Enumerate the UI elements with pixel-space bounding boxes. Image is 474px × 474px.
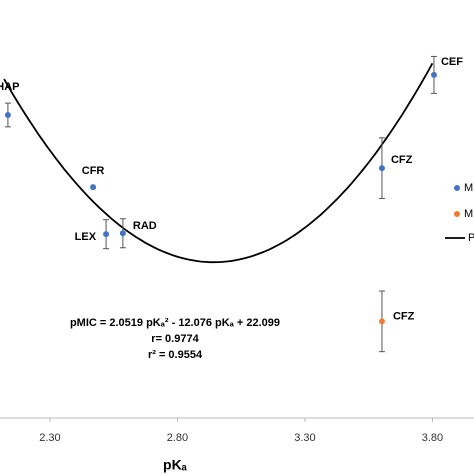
legend-label: P [468,232,474,244]
legend-label: M [464,182,473,194]
point-label: CFZ [393,310,415,322]
legend-marker [454,185,460,191]
point [378,165,385,172]
x-tick-label: 2.80 [167,432,188,444]
r-squared: r² = 0.9554 [148,349,203,361]
point-label: LEX [75,231,97,243]
point-label: CFR [82,165,105,177]
legend-marker [454,211,460,217]
x-tick-label: 2.30 [39,432,60,444]
point-label: CEF [441,56,463,68]
r-value: r= 0.9774 [151,333,199,345]
fit-curve [3,62,434,264]
point-label: RAD [133,220,157,232]
point-label: HAP [0,81,20,93]
x-axis-label: pKₐ [163,457,188,473]
point [119,230,126,237]
point [4,111,11,118]
point [378,318,385,325]
legend-label: M [464,208,473,220]
point [90,184,97,191]
point-label: CFZ [391,154,413,166]
x-tick-label: 3.80 [422,432,443,444]
point [103,231,110,238]
x-tick-label: 3.30 [294,432,315,444]
equation: pMIC = 2.0519 pKₐ² - 12.076 pKₐ + 22.099 [70,317,280,329]
point [430,71,437,78]
